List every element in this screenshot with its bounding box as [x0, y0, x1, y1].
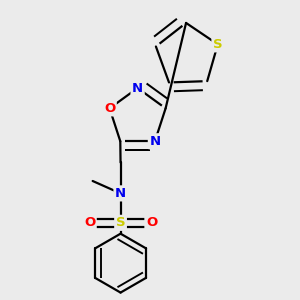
Text: S: S: [213, 38, 223, 51]
Text: O: O: [84, 216, 95, 229]
Text: O: O: [146, 216, 157, 229]
Text: N: N: [149, 135, 161, 148]
Text: N: N: [115, 187, 126, 200]
Text: O: O: [104, 102, 115, 115]
Text: S: S: [116, 216, 125, 229]
Text: N: N: [132, 82, 143, 94]
